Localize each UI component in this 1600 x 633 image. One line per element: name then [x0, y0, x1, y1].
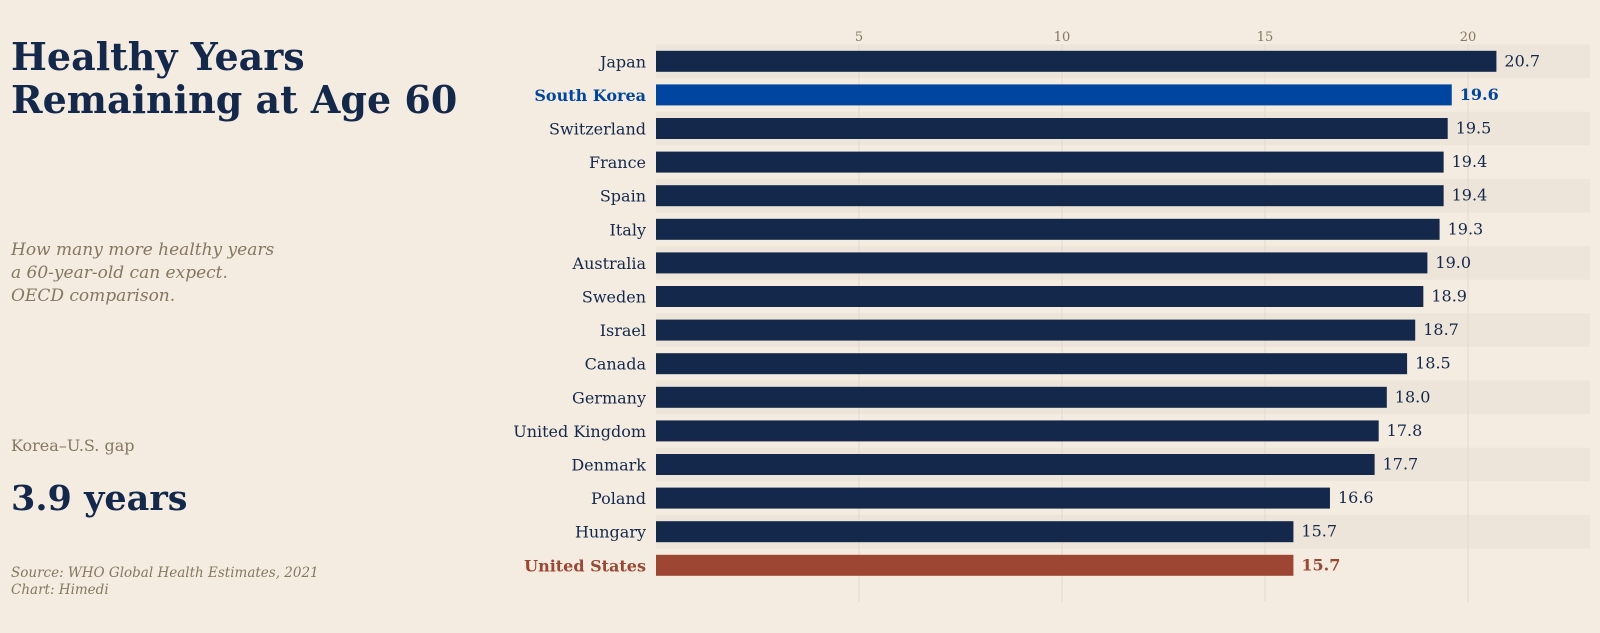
bar [656, 319, 1416, 341]
x-tick-label: 20 [1460, 30, 1477, 45]
subtitle-line-2: a 60-year-old can expect. [11, 263, 228, 283]
bar [656, 151, 1444, 173]
value-label: 17.7 [1383, 455, 1419, 474]
source-line-2: Chart: Himedi [11, 582, 109, 598]
value-label: 15.7 [1301, 522, 1337, 541]
bar [656, 487, 1330, 509]
value-label: 15.7 [1301, 555, 1340, 574]
category-label: Denmark [571, 456, 646, 475]
bar [656, 218, 1440, 240]
category-label: Switzerland [549, 120, 646, 139]
category-label: Germany [572, 388, 646, 407]
chart-subtitle: How many more healthy years a 60-year-ol… [11, 239, 274, 308]
category-label: Hungary [575, 523, 646, 542]
value-label: 20.7 [1504, 51, 1540, 70]
subtitle-line-3: OECD comparison. [11, 286, 176, 306]
bar [656, 252, 1428, 274]
bar [656, 84, 1452, 106]
bar [656, 454, 1375, 475]
category-label: Spain [600, 187, 646, 206]
gap-value: 3.9 years [11, 478, 188, 519]
bar [656, 353, 1408, 375]
value-label: 19.3 [1448, 219, 1484, 238]
category-label: Israel [600, 321, 646, 340]
bar [656, 386, 1387, 408]
title-line-1: Healthy Years [11, 34, 305, 79]
category-label: Italy [610, 220, 646, 239]
x-tick-label: 15 [1257, 30, 1274, 45]
x-tick-label: 10 [1054, 30, 1071, 45]
bar [656, 286, 1424, 307]
category-label: South Korea [534, 86, 646, 105]
bar [656, 420, 1379, 442]
subtitle-line-1: How many more healthy years [11, 240, 275, 260]
title-line-2: Remaining at Age 60 [11, 77, 458, 122]
source-line-1: Source: WHO Global Health Estimates, 202… [11, 565, 319, 581]
value-label: 18.7 [1423, 320, 1459, 339]
source-note: Source: WHO Global Health Estimates, 202… [11, 565, 319, 599]
chart-title: Healthy Years Remaining at Age 60 [11, 35, 457, 121]
category-label: Australia [572, 254, 647, 273]
value-label: 19.5 [1456, 119, 1492, 138]
value-label: 18.0 [1395, 387, 1431, 406]
value-label: 18.5 [1415, 354, 1451, 373]
value-label: 19.6 [1460, 85, 1499, 104]
category-label: France [589, 153, 646, 172]
bar [656, 50, 1497, 72]
bar [656, 554, 1294, 576]
left-panel: Healthy Years Remaining at Age 60 How ma… [0, 0, 500, 633]
value-label: 19.4 [1452, 186, 1488, 205]
category-label: Poland [591, 489, 646, 508]
category-label: Canada [585, 355, 647, 374]
value-label: 16.6 [1338, 488, 1374, 507]
x-tick-label: 5 [855, 30, 863, 45]
value-label: 18.9 [1431, 287, 1467, 306]
category-label: United States [524, 556, 646, 575]
value-label: 19.4 [1452, 152, 1488, 171]
category-label: Japan [598, 52, 646, 71]
gap-label: Korea–U.S. gap [11, 436, 135, 455]
bar [656, 521, 1294, 543]
bar [656, 185, 1444, 207]
value-label: 19.0 [1435, 253, 1471, 272]
bar [656, 118, 1448, 139]
value-label: 17.8 [1387, 421, 1423, 440]
category-label: Sweden [582, 288, 646, 307]
category-label: United Kingdom [513, 422, 646, 441]
